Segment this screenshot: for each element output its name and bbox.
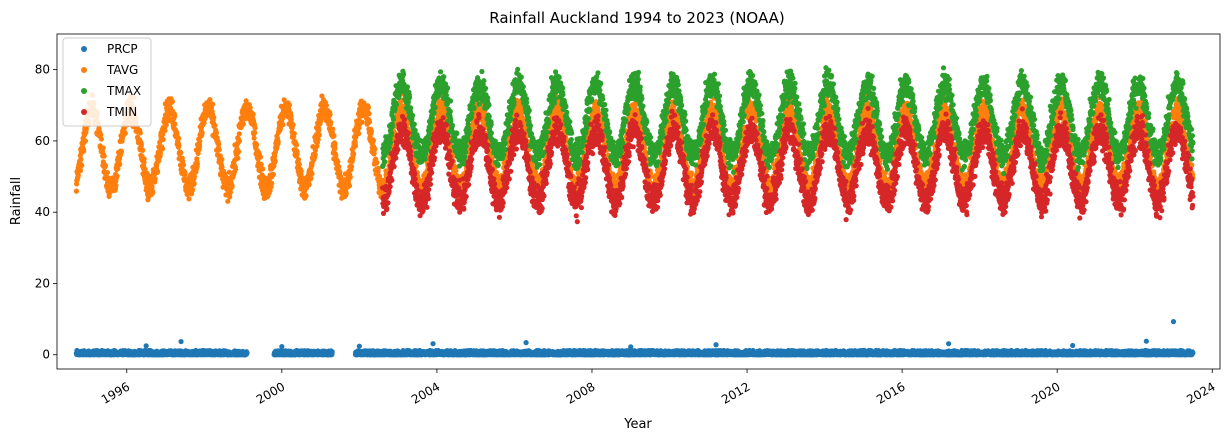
data-point-outlier bbox=[143, 343, 149, 349]
data-point-outlier bbox=[523, 340, 529, 346]
data-point bbox=[75, 172, 81, 178]
data-point bbox=[73, 188, 79, 194]
data-point-outlier bbox=[628, 344, 634, 350]
data-point bbox=[1190, 350, 1196, 356]
chart-title: Rainfall Auckland 1994 to 2023 (NOAA) bbox=[489, 9, 785, 27]
data-point-outlier bbox=[713, 342, 719, 348]
data-point-outlier bbox=[946, 341, 952, 347]
data-point-outlier bbox=[279, 343, 285, 350]
data-point bbox=[78, 156, 84, 162]
data-point-outlier bbox=[1143, 338, 1149, 344]
data-point-outlier bbox=[356, 343, 362, 349]
data-point bbox=[77, 168, 84, 174]
data-point-outlier bbox=[1070, 342, 1076, 349]
plot-area bbox=[73, 65, 1196, 358]
data-point bbox=[79, 162, 85, 168]
data-points bbox=[73, 65, 1196, 358]
data-point-outlier bbox=[178, 338, 184, 345]
series-prcp bbox=[73, 319, 1196, 358]
data-point bbox=[329, 349, 335, 355]
data-point bbox=[244, 350, 250, 356]
data-point-outlier bbox=[430, 341, 436, 347]
data-point-outlier bbox=[1170, 319, 1177, 325]
